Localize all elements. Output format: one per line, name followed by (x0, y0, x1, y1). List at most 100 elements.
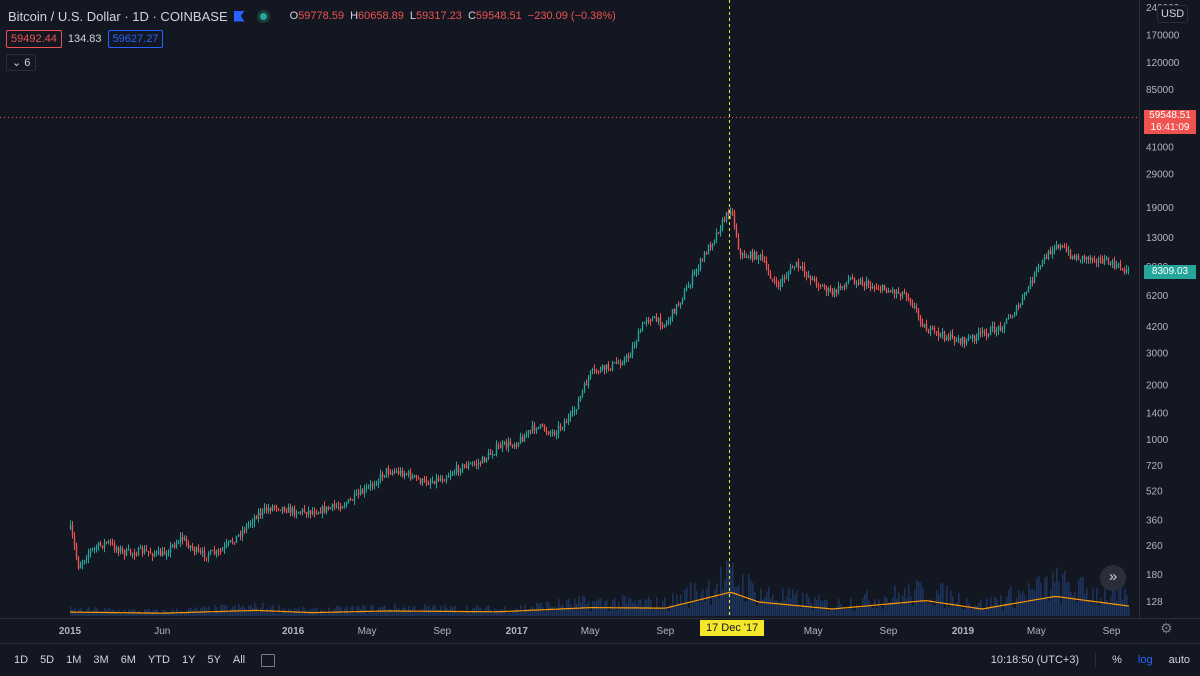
period-all-button[interactable]: All (232, 654, 246, 666)
volume-bar (878, 599, 880, 616)
candle-body (997, 325, 1000, 331)
volume-bar (376, 610, 378, 616)
candle-body (845, 282, 848, 288)
volume-bar (1106, 600, 1108, 616)
candle-body (261, 509, 264, 515)
buy-price-button[interactable]: 59627.27 (107, 30, 164, 48)
volume-bar (238, 603, 240, 616)
candle-body (393, 471, 396, 473)
candle-body (1057, 244, 1060, 249)
volume-bar (600, 597, 602, 616)
volume-bar (126, 613, 128, 616)
bottom-toolbar: 1D 5D 1M 3M 6M YTD 1Y 5Y All 10:18:50 (U… (0, 643, 1200, 676)
period-5y-button[interactable]: 5Y (207, 654, 221, 666)
volume-bar (616, 609, 618, 616)
candle-body (885, 289, 888, 293)
candle-body (229, 540, 232, 542)
volume-bar (1092, 588, 1094, 616)
period-3m-button[interactable]: 3M (93, 654, 109, 666)
volume-bar (898, 592, 900, 616)
volume-bar (866, 590, 868, 616)
candle-body (745, 257, 748, 259)
gear-icon[interactable]: ⚙ (1160, 620, 1173, 636)
sell-price-button[interactable]: 59492.44 (6, 30, 62, 48)
indicators-toggle[interactable]: ⌄ 6 (6, 54, 37, 71)
volume-bar (88, 606, 90, 616)
clock-display[interactable]: 10:18:50 (UTC+3) (990, 653, 1080, 666)
candle-body (451, 473, 454, 476)
volume-bar (282, 608, 284, 616)
candle-body (263, 507, 266, 510)
candle-body (965, 339, 968, 344)
candle-body (971, 335, 974, 338)
symbol-title[interactable]: Bitcoin / U.S. Dollar · 1D · COINBASE (8, 8, 228, 24)
candle-body (585, 383, 588, 386)
candle-body (1079, 259, 1082, 261)
log-scale-toggle[interactable]: log (1137, 653, 1153, 666)
bar-countdown: 16:41:09 (1150, 122, 1190, 133)
volume-bar (246, 609, 248, 616)
volume-bar (654, 608, 656, 616)
candle-body (683, 290, 686, 300)
candle-body (245, 525, 248, 531)
volume-bar (584, 596, 586, 616)
candle-body (627, 355, 630, 358)
period-6m-button[interactable]: 6M (120, 654, 136, 666)
period-1y-button[interactable]: 1Y (181, 654, 196, 666)
candlesticks (69, 207, 1130, 571)
candle-body (699, 259, 702, 270)
time-tick-label: Sep (1103, 626, 1121, 637)
scale-options: 10:18:50 (UTC+3) % log auto (990, 652, 1190, 667)
volume-bar (746, 600, 748, 616)
candle-body (173, 545, 176, 548)
volume-bar (460, 610, 462, 616)
flag-icon[interactable] (233, 10, 245, 22)
candle-body (207, 554, 210, 558)
volume-bar (208, 606, 210, 616)
auto-scale-toggle[interactable]: auto (1168, 653, 1190, 666)
candle-body (327, 506, 330, 510)
period-1d-button[interactable]: 1D (14, 654, 29, 666)
period-selector: 1D 5D 1M 3M 6M YTD 1Y 5Y All (14, 654, 245, 666)
candle-body (167, 553, 170, 555)
volume-bar (838, 598, 840, 616)
time-axis[interactable]: 2015 Jun 2016 May Sep 2017 May Sep May Sep 2019 May… (59, 626, 1121, 637)
volume-bar (286, 612, 288, 616)
volume-bar (168, 612, 170, 616)
volume-bar (262, 602, 264, 616)
candle-body (275, 506, 278, 509)
time-tick-label: May (1027, 626, 1046, 637)
scroll-to-realtime-button[interactable]: » (1100, 565, 1126, 591)
candle-body (195, 547, 198, 552)
candle-body (539, 424, 542, 427)
volume-bar (518, 610, 520, 616)
volume-bar (936, 590, 938, 616)
currency-button[interactable]: USD (1157, 5, 1189, 23)
volume-bar (230, 608, 232, 616)
period-1m-button[interactable]: 1M (66, 654, 82, 666)
candle-body (155, 551, 158, 554)
percent-scale-toggle[interactable]: % (1112, 653, 1122, 666)
period-5d-button[interactable]: 5D (40, 654, 55, 666)
candle-body (215, 550, 218, 555)
candle-body (1121, 268, 1124, 270)
candle-body (855, 283, 858, 285)
candle-body (635, 341, 638, 346)
volume-bar (788, 587, 790, 616)
volume-bar (482, 611, 484, 616)
candle-body (1067, 250, 1070, 252)
candle-body (733, 212, 736, 227)
candle-body (321, 506, 324, 514)
volume-bar (912, 605, 914, 616)
volume-bar (468, 611, 470, 616)
period-ytd-button[interactable]: YTD (147, 654, 170, 666)
candle-body (463, 464, 466, 466)
candle-body (675, 304, 678, 314)
market-status-icon[interactable] (256, 9, 270, 23)
volume-bar (846, 608, 848, 616)
candle-body (887, 290, 890, 293)
volume-bar (668, 610, 670, 616)
candle-body (689, 285, 692, 287)
calendar-icon[interactable] (261, 653, 276, 667)
